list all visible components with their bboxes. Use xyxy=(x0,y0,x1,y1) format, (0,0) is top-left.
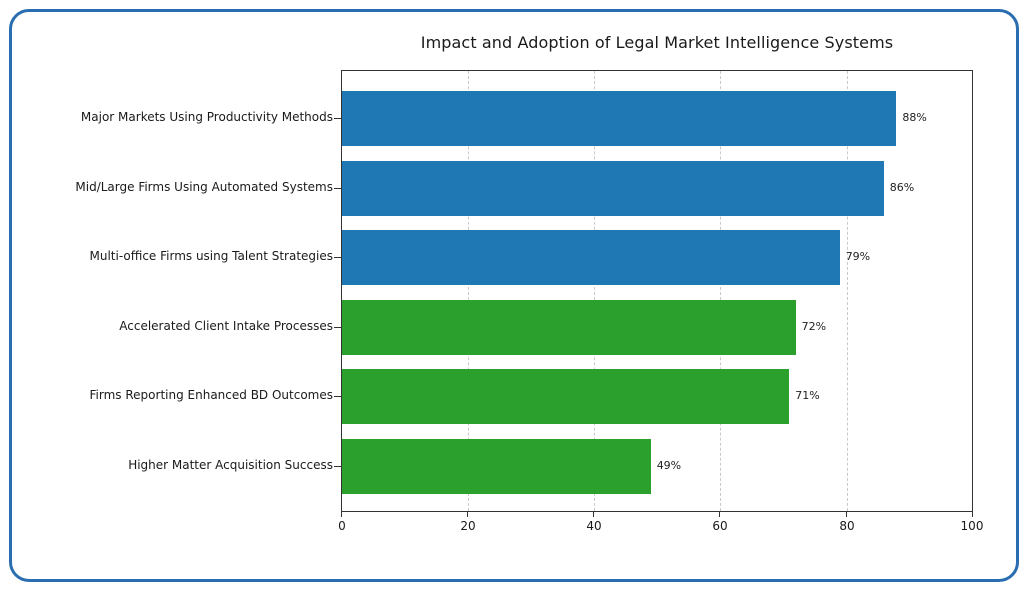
value-label: 71% xyxy=(795,389,820,402)
y-tick xyxy=(334,188,341,189)
value-label: 72% xyxy=(801,320,827,333)
x-tick xyxy=(846,512,847,517)
x-tick-label: 20 xyxy=(460,519,476,533)
value-label: 79% xyxy=(845,250,871,263)
x-tick xyxy=(341,512,342,517)
category-label: Multi-office Firms using Talent Strategi… xyxy=(89,249,333,263)
x-tick-label: 0 xyxy=(338,519,346,533)
x-tick xyxy=(593,512,594,517)
plot-area: 88% 86% 79% 72% 71% 49% xyxy=(341,70,973,512)
x-tick-label: 100 xyxy=(960,519,984,533)
x-tick-label: 40 xyxy=(586,519,602,533)
y-tick xyxy=(334,118,341,119)
x-tick xyxy=(972,512,973,517)
bar xyxy=(342,439,651,494)
value-label: 86% xyxy=(889,181,915,194)
chart-title: Impact and Adoption of Legal Market Inte… xyxy=(420,33,894,52)
x-tick xyxy=(719,512,720,517)
bar xyxy=(342,161,884,216)
x-tick-label: 60 xyxy=(712,519,728,533)
category-label: Higher Matter Acquisition Success xyxy=(128,458,333,472)
gridline-40 xyxy=(594,71,595,511)
bar xyxy=(342,369,790,424)
gridline-80 xyxy=(847,71,848,511)
bar xyxy=(342,300,796,355)
category-label: Major Markets Using Productivity Methods xyxy=(80,110,333,124)
category-label: Mid/Large Firms Using Automated Systems xyxy=(75,180,333,194)
bar xyxy=(342,91,897,146)
category-label: Accelerated Client Intake Processes xyxy=(119,319,333,333)
category-label: Firms Reporting Enhanced BD Outcomes xyxy=(89,388,333,402)
gridline-20 xyxy=(468,71,469,511)
x-tick-label: 80 xyxy=(839,519,855,533)
y-tick xyxy=(334,396,341,397)
bar xyxy=(342,230,840,285)
y-tick xyxy=(334,327,341,328)
y-tick xyxy=(334,466,341,467)
gridline-60 xyxy=(720,71,721,511)
y-tick xyxy=(334,257,341,258)
value-label: 88% xyxy=(902,111,927,124)
x-tick xyxy=(467,512,468,517)
value-label: 49% xyxy=(656,459,682,472)
